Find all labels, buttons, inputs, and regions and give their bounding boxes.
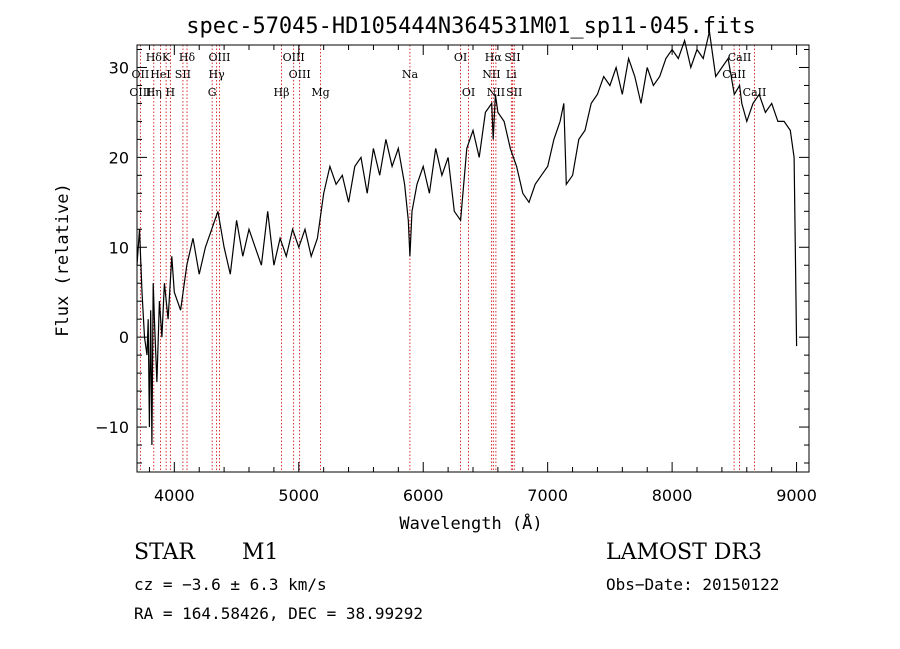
line-label: OI <box>462 86 475 99</box>
line-label: Hα <box>485 51 503 64</box>
line-label: CaII <box>728 51 752 64</box>
x-axis-label: Wavelength (Å) <box>399 512 542 534</box>
survey-name: LAMOST DR3 <box>606 540 762 565</box>
spectrum-chart: spec-57045-HD105444N364531M01_sp11-045.f… <box>53 14 817 534</box>
y-tick-label: 30 <box>109 58 129 77</box>
y-tick-label: 20 <box>109 148 129 167</box>
line-label: K <box>162 51 171 64</box>
line-label: G <box>208 86 217 99</box>
line-label: SII <box>504 51 520 64</box>
line-label: Li <box>506 68 517 81</box>
object-subclass: M1 <box>242 540 279 565</box>
x-tick-label: 4000 <box>154 486 195 505</box>
redshift-velocity: cz = −3.6 ± 6.3 km/s <box>134 575 327 594</box>
line-label: Hδ <box>146 51 163 64</box>
line-label: Na <box>402 68 419 81</box>
plot-frame <box>136 44 810 473</box>
x-tick-label: 5000 <box>278 486 319 505</box>
x-axis: 4000 5000 6000 7000 8000 9000 <box>148 45 817 505</box>
line-label: OIII <box>129 86 151 99</box>
line-label: CaII <box>722 68 746 81</box>
observation-date: Obs−Date: 20150122 <box>606 575 780 594</box>
line-label: OII <box>132 68 150 81</box>
line-label: HeI <box>150 68 170 81</box>
x-tick-label: 8000 <box>652 486 693 505</box>
chart-title: spec-57045-HD105444N364531M01_sp11-045.f… <box>186 14 756 39</box>
line-label: Hβ <box>274 86 290 99</box>
x-tick-label: 6000 <box>403 486 444 505</box>
x-tick-label: 7000 <box>527 486 568 505</box>
line-label: OI <box>454 51 467 64</box>
line-label: OIII <box>283 51 305 64</box>
line-label: CaII <box>743 86 767 99</box>
line-label: Mg <box>311 86 329 99</box>
line-label: SII <box>506 86 522 99</box>
y-tick-label: −10 <box>95 418 129 437</box>
object-class: STAR <box>134 540 195 565</box>
y-axis: −10 0 10 20 30 <box>95 48 809 464</box>
line-markers <box>139 45 755 472</box>
line-label: NII <box>487 86 505 99</box>
line-label: H <box>166 86 176 99</box>
line-label: Hη <box>146 86 162 99</box>
y-tick-label: 10 <box>109 238 129 257</box>
line-label: OIII <box>208 51 230 64</box>
x-tick-label: 9000 <box>776 486 817 505</box>
line-label: SII <box>175 68 191 81</box>
line-label: Hγ <box>209 68 226 81</box>
line-label: NII <box>482 68 500 81</box>
line-label: Hδ <box>179 51 196 64</box>
y-tick-label: 0 <box>119 328 129 347</box>
coordinates: RA = 164.58426, DEC = 38.99292 <box>134 604 423 623</box>
line-label: OIII <box>289 68 311 81</box>
y-axis-label: Flux (relative) <box>53 183 73 337</box>
